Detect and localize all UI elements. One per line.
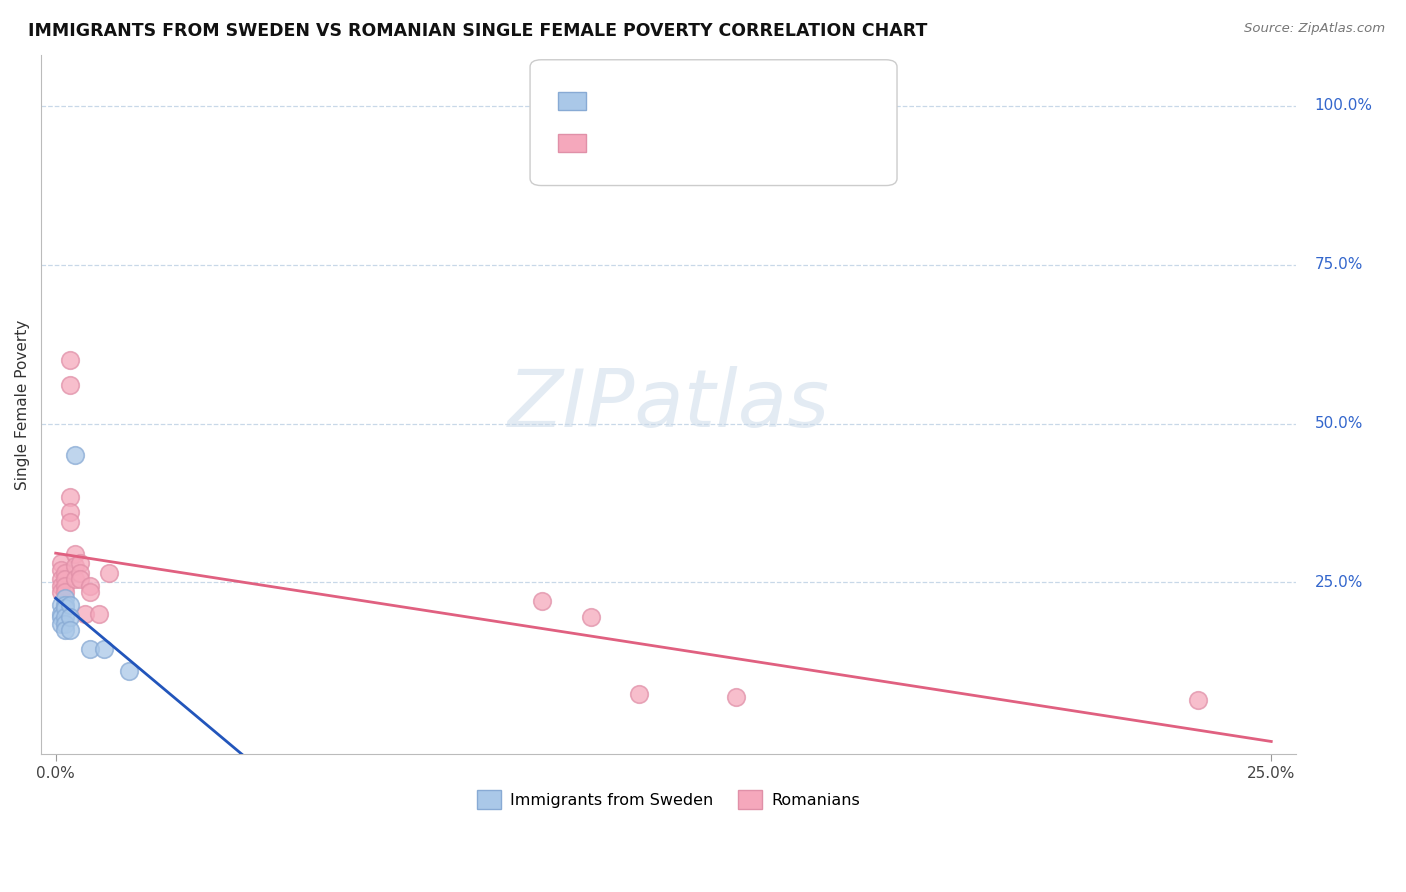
Point bbox=[79, 578, 101, 592]
Point bbox=[49, 598, 72, 612]
Text: IMMIGRANTS FROM SWEDEN VS ROMANIAN SINGLE FEMALE POVERTY CORRELATION CHART: IMMIGRANTS FROM SWEDEN VS ROMANIAN SINGL… bbox=[28, 22, 928, 40]
Point bbox=[1187, 693, 1209, 707]
Text: R =: R = bbox=[598, 92, 636, 110]
Point bbox=[117, 665, 139, 679]
Point bbox=[49, 610, 72, 624]
Point bbox=[49, 585, 72, 599]
Point bbox=[63, 559, 86, 574]
Text: N =: N = bbox=[707, 92, 756, 110]
Point bbox=[59, 598, 82, 612]
Point bbox=[530, 594, 553, 608]
Point bbox=[55, 600, 77, 615]
Point bbox=[59, 623, 82, 637]
Text: N =: N = bbox=[707, 134, 756, 152]
Point bbox=[49, 616, 72, 631]
Text: R =: R = bbox=[598, 134, 636, 152]
Point bbox=[63, 572, 86, 586]
Point bbox=[69, 572, 91, 586]
Text: 17: 17 bbox=[763, 92, 787, 110]
Point bbox=[79, 642, 101, 657]
Text: 50.0%: 50.0% bbox=[1315, 416, 1362, 431]
Point bbox=[49, 578, 72, 592]
Point bbox=[55, 623, 77, 637]
Point bbox=[59, 378, 82, 392]
Point bbox=[725, 690, 748, 704]
Point bbox=[63, 547, 86, 561]
Point bbox=[49, 563, 72, 577]
Point bbox=[628, 686, 651, 700]
Text: 25.0%: 25.0% bbox=[1315, 574, 1362, 590]
Point bbox=[49, 607, 72, 621]
Point bbox=[69, 557, 91, 571]
Point bbox=[59, 506, 82, 520]
Legend: Immigrants from Sweden, Romanians: Immigrants from Sweden, Romanians bbox=[471, 783, 866, 816]
Point bbox=[55, 578, 77, 592]
Point bbox=[59, 610, 82, 624]
Text: ZIPatlas: ZIPatlas bbox=[508, 366, 830, 443]
Text: 0.155: 0.155 bbox=[634, 134, 689, 152]
Point bbox=[98, 566, 121, 580]
Text: 0.784: 0.784 bbox=[634, 92, 689, 110]
Point bbox=[63, 448, 86, 462]
Point bbox=[69, 566, 91, 580]
Point bbox=[59, 515, 82, 529]
Point bbox=[55, 572, 77, 586]
Text: Source: ZipAtlas.com: Source: ZipAtlas.com bbox=[1244, 22, 1385, 36]
Point bbox=[49, 557, 72, 571]
Point bbox=[55, 566, 77, 580]
Point bbox=[59, 490, 82, 504]
Point bbox=[55, 585, 77, 599]
Text: 100.0%: 100.0% bbox=[1315, 98, 1372, 113]
Point bbox=[579, 610, 602, 624]
Point bbox=[55, 598, 77, 612]
Point bbox=[59, 353, 82, 368]
Point bbox=[89, 607, 111, 621]
Text: 30: 30 bbox=[763, 134, 787, 152]
Point bbox=[55, 591, 77, 606]
Point bbox=[55, 616, 77, 631]
Point bbox=[79, 585, 101, 599]
Point bbox=[55, 610, 77, 624]
Y-axis label: Single Female Poverty: Single Female Poverty bbox=[15, 319, 30, 490]
Point bbox=[73, 607, 96, 621]
Text: 75.0%: 75.0% bbox=[1315, 257, 1362, 272]
Point bbox=[93, 642, 115, 657]
Point bbox=[49, 572, 72, 586]
